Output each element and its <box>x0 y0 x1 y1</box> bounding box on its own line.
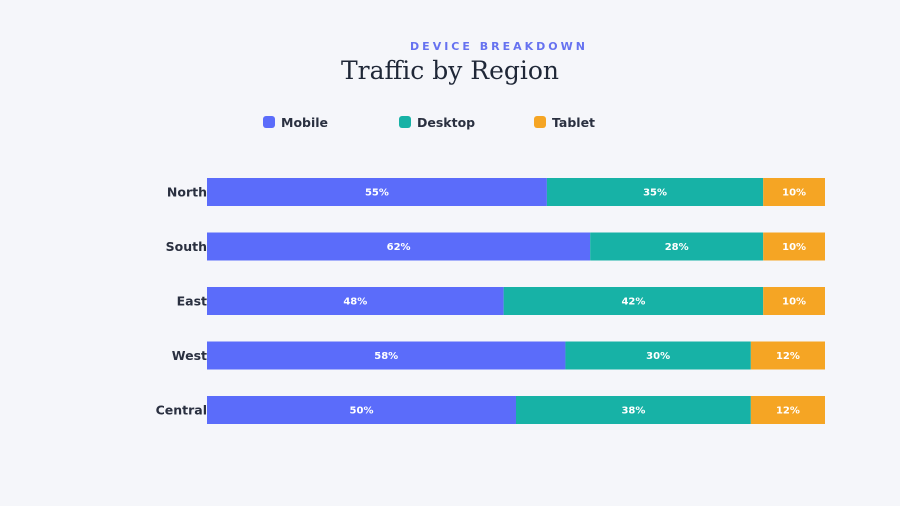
bar-label-east-tablet: 10% <box>782 297 806 308</box>
bar-label-west-mobile: 58% <box>374 351 398 362</box>
category-label-central: Central <box>156 403 207 418</box>
bar-central-desktop[interactable] <box>516 396 751 424</box>
bar-label-south-desktop: 28% <box>665 242 689 253</box>
bar-west-desktop[interactable] <box>565 341 751 370</box>
bar-west-tablet[interactable] <box>750 341 825 370</box>
chart-title: Traffic by Region <box>340 56 560 85</box>
bar-east-desktop[interactable] <box>503 287 764 315</box>
bar-label-south-mobile: 62% <box>387 242 411 253</box>
bar-east-mobile[interactable] <box>207 287 504 315</box>
legend-item-mobile: Mobile <box>263 113 328 131</box>
bar-north-tablet[interactable] <box>763 178 825 206</box>
bar-label-east-desktop: 42% <box>621 297 645 308</box>
legend-swatch-tablet <box>534 116 546 128</box>
legend-swatch-mobile <box>263 116 275 128</box>
category-label-north: North <box>167 185 207 200</box>
bar-west-mobile[interactable] <box>207 341 566 370</box>
legend-label-mobile: Mobile <box>281 114 329 130</box>
legend-label-desktop: Desktop <box>417 114 476 130</box>
legend-swatch-desktop <box>399 116 411 128</box>
bar-south-mobile[interactable] <box>207 232 591 261</box>
legend: Mobile Desktop Tablet <box>0 113 900 131</box>
bar-label-central-mobile: 50% <box>350 406 374 417</box>
bar-north-desktop[interactable] <box>546 178 764 206</box>
legend-item-desktop: Desktop <box>399 113 475 131</box>
bar-label-north-mobile: 55% <box>365 188 389 199</box>
bar-east-tablet[interactable] <box>763 287 825 315</box>
bar-south-tablet[interactable] <box>763 232 825 261</box>
bar-label-central-tablet: 12% <box>776 406 800 417</box>
chart-subtitle: DEVICE BREAKDOWN <box>410 40 588 53</box>
bar-label-north-tablet: 10% <box>782 188 806 199</box>
bar-label-west-tablet: 12% <box>776 351 800 362</box>
bar-north-mobile[interactable] <box>207 178 547 206</box>
category-label-south: South <box>166 239 207 254</box>
legend-label-tablet: Tablet <box>552 114 596 130</box>
category-label-west: West <box>172 348 207 363</box>
bar-label-east-mobile: 48% <box>343 297 367 308</box>
category-label-east: East <box>177 294 207 309</box>
bar-south-desktop[interactable] <box>590 232 764 261</box>
bar-label-central-desktop: 38% <box>621 406 645 417</box>
bar-central-tablet[interactable] <box>750 396 825 424</box>
bar-label-west-desktop: 30% <box>646 351 670 362</box>
bar-central-mobile[interactable] <box>207 396 516 424</box>
bar-label-south-tablet: 10% <box>782 242 806 253</box>
bar-label-north-desktop: 35% <box>643 188 667 199</box>
legend-item-tablet: Tablet <box>534 113 595 131</box>
